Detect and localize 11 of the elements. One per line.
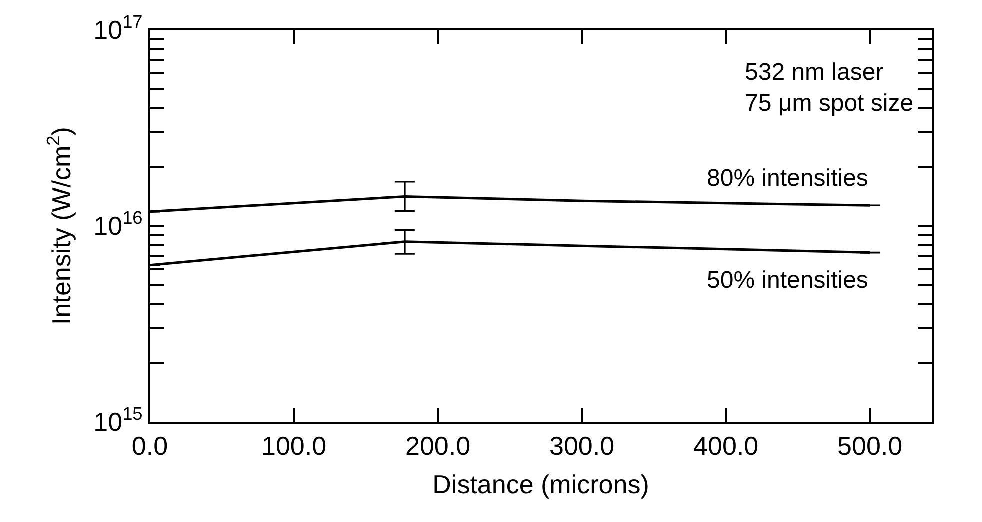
- legend-label: 50% intensities: [707, 267, 868, 294]
- legend-label: 80% intensities: [707, 165, 868, 192]
- x-tick-label: 500.0: [838, 431, 903, 462]
- x-tick-label: 100.0: [261, 431, 327, 462]
- y-tick-label: 10$^{16}$: [94, 208, 143, 242]
- y-tick-label: 10$^{17}$: [94, 12, 143, 46]
- x-axis-title: Distance (microns): [432, 469, 650, 500]
- x-tick-label: 400.0: [694, 431, 759, 462]
- x-tick-label: 200.0: [405, 431, 471, 462]
- annotation: 532 nm laser 75 μm spot size: [745, 59, 914, 118]
- x-tick-label: 300.0: [550, 431, 615, 462]
